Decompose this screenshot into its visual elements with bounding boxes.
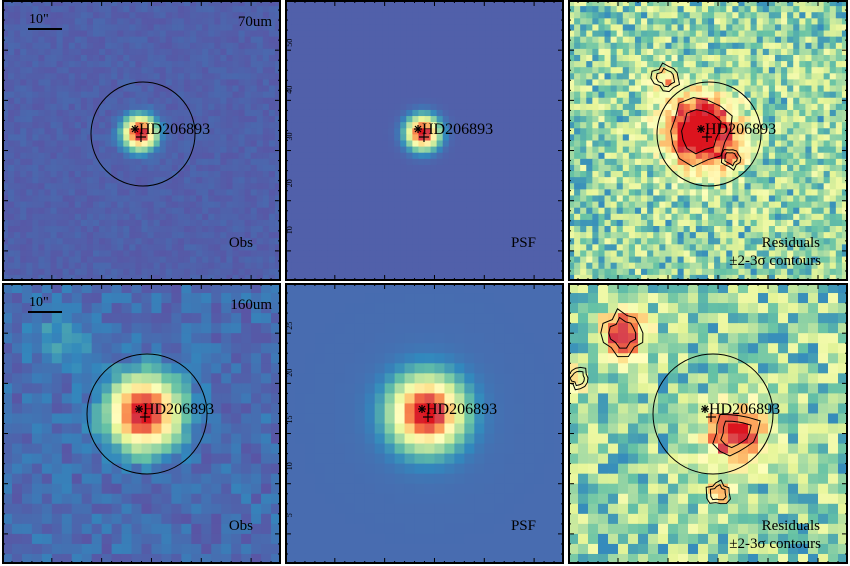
- y-tick-label: 10: [285, 462, 294, 470]
- contours-label: ±2-3σ contours: [729, 536, 821, 552]
- y-tick-label: 50: [285, 39, 294, 47]
- y-tick-label: 30: [285, 133, 294, 141]
- y-tick-label: 20: [285, 369, 294, 377]
- y-tick-label: 15: [285, 416, 294, 424]
- residuals-label: Residuals: [762, 235, 820, 251]
- source-marker: [131, 125, 146, 142]
- panel-frame: [568, 0, 848, 281]
- scale-bar-label: 10": [29, 295, 49, 310]
- source-name-label: HD206893: [426, 401, 497, 418]
- aperture-circle: [652, 353, 774, 475]
- pixel-map: [285, 283, 564, 564]
- contour-line: [670, 96, 733, 168]
- residuals-label: Residuals: [762, 518, 820, 534]
- contours-label: ±2-3σ contours: [729, 253, 821, 269]
- image-160um-psf: HD206893 PSF 25 20 15 10 5: [285, 283, 564, 564]
- y-tick-label: 5: [285, 513, 294, 517]
- panel-160um-residuals: HD206893 Residuals ±2-3σ contours: [568, 283, 848, 564]
- source-marker: [418, 405, 433, 422]
- contour-line: [681, 109, 722, 155]
- source-name-label: HD206893: [422, 121, 493, 138]
- pixel-map: [568, 283, 848, 564]
- panel-70um-psf: HD206893 PSF 50 40 30 20 10: [285, 0, 564, 281]
- y-tick-label: 20: [285, 179, 294, 187]
- source-name-label: HD206893: [709, 401, 780, 418]
- psf-label: PSF: [511, 235, 536, 251]
- band-label: 160um: [230, 297, 272, 313]
- residual-contours: [650, 62, 742, 171]
- panel-frame: [2, 283, 281, 564]
- aperture-circle: [656, 81, 762, 187]
- contour-line: [712, 413, 761, 457]
- image-70um-residuals: HD206893 Residuals ±2-3σ contours: [568, 0, 848, 281]
- scale-bar-label: 10": [29, 12, 49, 27]
- contour-line: [608, 316, 637, 349]
- panel-70um-residuals: HD206893 Residuals ±2-3σ contours: [568, 0, 848, 281]
- panel-frame: [2, 0, 281, 281]
- contour-line: [650, 62, 681, 93]
- source-marker: [697, 125, 712, 142]
- y-tick-label: 25: [285, 322, 294, 330]
- band-label: 70um: [238, 14, 273, 30]
- psf-label: PSF: [511, 518, 536, 534]
- pixel-map: [2, 0, 281, 281]
- panel-frame: [285, 283, 564, 564]
- y-tick-label: 10: [285, 226, 294, 234]
- pixel-map: [568, 0, 848, 281]
- y-tick-label: 40: [285, 86, 294, 94]
- aperture-circle: [90, 81, 196, 187]
- contour-line: [568, 366, 589, 391]
- contour-line: [655, 67, 676, 88]
- panel-160um-psf: HD206893 PSF 25 20 15 10 5: [285, 283, 564, 564]
- panel-70um-obs: HD206893 70um 10" Obs: [2, 0, 281, 281]
- contour-line: [720, 420, 752, 449]
- obs-label: Obs: [229, 235, 253, 251]
- source-marker: [701, 405, 716, 422]
- contour-line: [600, 308, 644, 358]
- panel-160um-obs: HD206893 160um 10" Obs: [2, 283, 281, 564]
- contour-line: [720, 148, 742, 171]
- image-160um-residuals: HD206893 Residuals ±2-3σ contours: [568, 283, 848, 564]
- contour-line: [705, 479, 732, 505]
- image-70um-psf: HD206893 PSF 50 40 30 20 10: [285, 0, 564, 281]
- source-name-label: HD206893: [143, 401, 214, 418]
- pixel-map: [285, 0, 564, 281]
- source-name-label: HD206893: [705, 121, 776, 138]
- contour-line: [709, 484, 727, 501]
- aperture-circle: [86, 353, 208, 475]
- panel-frame: [568, 283, 848, 564]
- source-marker: [135, 405, 150, 422]
- obs-label: Obs: [229, 518, 253, 534]
- image-70um-obs: HD206893 70um 10" Obs: [2, 0, 281, 281]
- contour-line: [724, 152, 738, 167]
- source-marker: [414, 125, 429, 142]
- panel-frame: [285, 0, 564, 281]
- residual-contours: [568, 308, 761, 505]
- pixel-map: [2, 283, 281, 564]
- source-name-label: HD206893: [139, 121, 210, 138]
- contour-line: [569, 370, 585, 387]
- image-160um-obs: HD206893 160um 10" Obs: [2, 283, 281, 564]
